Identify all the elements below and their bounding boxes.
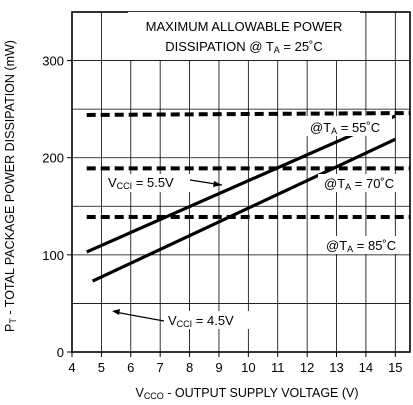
label-vcci-5v5: VCCI = 5.5V	[108, 175, 174, 191]
label-bg-70	[318, 174, 408, 192]
y-tick-label-300: 300	[42, 54, 64, 69]
tick-marks	[67, 60, 396, 357]
x-tick-label-11: 11	[271, 360, 285, 375]
label-bg-85	[318, 236, 408, 254]
x-tick-label-9: 9	[215, 360, 222, 375]
title-box	[128, 12, 360, 60]
x-tick-label-5: 5	[98, 360, 105, 375]
series-lines	[86, 111, 411, 283]
y-axis-label: PT - TOTAL PACKAGE POWER DISSIPATION (mW…	[3, 40, 18, 332]
y-tick-label-100: 100	[42, 248, 64, 263]
series-line-2	[86, 111, 411, 117]
chart-title-line2: DISSIPATION @ TA = 25˚C	[165, 39, 323, 55]
arrowhead-5v5	[213, 181, 222, 187]
chart-title-line1: MAXIMUM ALLOWABLE POWER	[146, 19, 343, 34]
series-line-1	[91, 137, 396, 283]
label-bg-5v5	[102, 174, 190, 192]
x-tick-label-13: 13	[329, 360, 343, 375]
x-tick-labels: 4 5 6 7 8 9 10 11 12 13 14 15	[68, 360, 402, 375]
arrow-4v5	[114, 311, 165, 322]
label-55C: @TA = 55˚C	[310, 120, 380, 136]
x-tick-label-12: 12	[300, 360, 314, 375]
x-tick-label-6: 6	[127, 360, 134, 375]
y-tick-labels: 0 100 200 300	[42, 54, 64, 360]
label-bg-55	[302, 116, 392, 136]
series-line-0	[86, 114, 396, 254]
x-tick-label-4: 4	[68, 360, 75, 375]
label-85C: @TA = 85˚C	[326, 238, 396, 254]
label-vcci-4v5: VCCI = 4.5V	[168, 313, 234, 329]
x-tick-label-8: 8	[186, 360, 193, 375]
y-tick-label-0: 0	[57, 345, 64, 360]
label-bg-4v5	[164, 311, 250, 329]
x-tick-label-10: 10	[241, 360, 255, 375]
label-70C: @TA = 70˚C	[324, 176, 394, 192]
x-tick-label-7: 7	[157, 360, 164, 375]
arrowhead-4v5	[112, 309, 120, 315]
x-axis-label: VCCO - OUTPUT SUPPLY VOLTAGE (V)	[135, 386, 358, 401]
y-tick-label-200: 200	[42, 151, 64, 166]
x-tick-label-14: 14	[359, 360, 373, 375]
x-tick-label-15: 15	[388, 360, 402, 375]
